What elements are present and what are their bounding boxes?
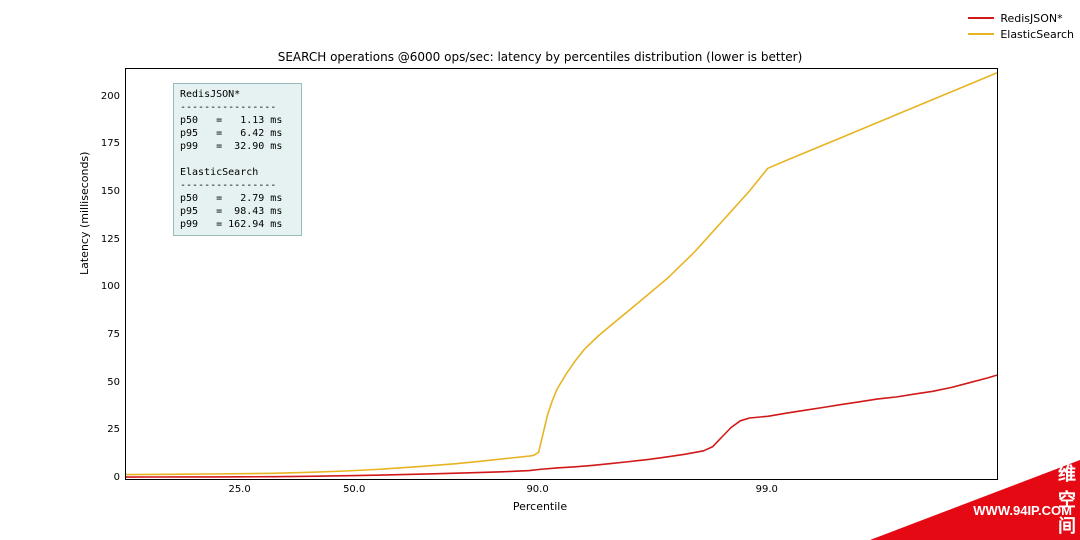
legend-item-elasticsearch: ElasticSearch — [968, 26, 1074, 42]
x-axis-label: Percentile — [0, 500, 1080, 513]
stats-box: RedisJSON* ---------------- p50 = 1.13 m… — [173, 83, 302, 236]
legend-swatch-icon — [968, 17, 994, 19]
x-tick-label: 25.0 — [220, 484, 260, 495]
y-tick-label: 0 — [80, 472, 120, 483]
chart-title: SEARCH operations @6000 ops/sec: latency… — [0, 50, 1080, 64]
y-axis-label: Latency (milliseconds) — [78, 152, 91, 275]
legend-label: RedisJSON* — [1000, 12, 1062, 25]
x-tick-label: 99.0 — [747, 484, 787, 495]
series-line-0 — [126, 375, 997, 477]
x-tick-label: 50.0 — [334, 484, 374, 495]
x-tick-label: 90.0 — [518, 484, 558, 495]
y-tick-label: 100 — [80, 281, 120, 292]
watermark-line2: IT运维空间 — [1058, 413, 1076, 538]
legend-item-redisjson: RedisJSON* — [968, 10, 1074, 26]
y-tick-label: 50 — [80, 377, 120, 388]
y-tick-label: 200 — [80, 91, 120, 102]
legend-swatch-icon — [968, 33, 994, 35]
y-tick-label: 175 — [80, 138, 120, 149]
y-tick-label: 125 — [80, 234, 120, 245]
chart-stage: SEARCH operations @6000 ops/sec: latency… — [0, 0, 1080, 540]
legend: RedisJSON* ElasticSearch — [968, 10, 1074, 42]
legend-label: ElasticSearch — [1000, 28, 1074, 41]
y-tick-label: 75 — [80, 329, 120, 340]
y-tick-label: 150 — [80, 186, 120, 197]
y-tick-label: 25 — [80, 424, 120, 435]
